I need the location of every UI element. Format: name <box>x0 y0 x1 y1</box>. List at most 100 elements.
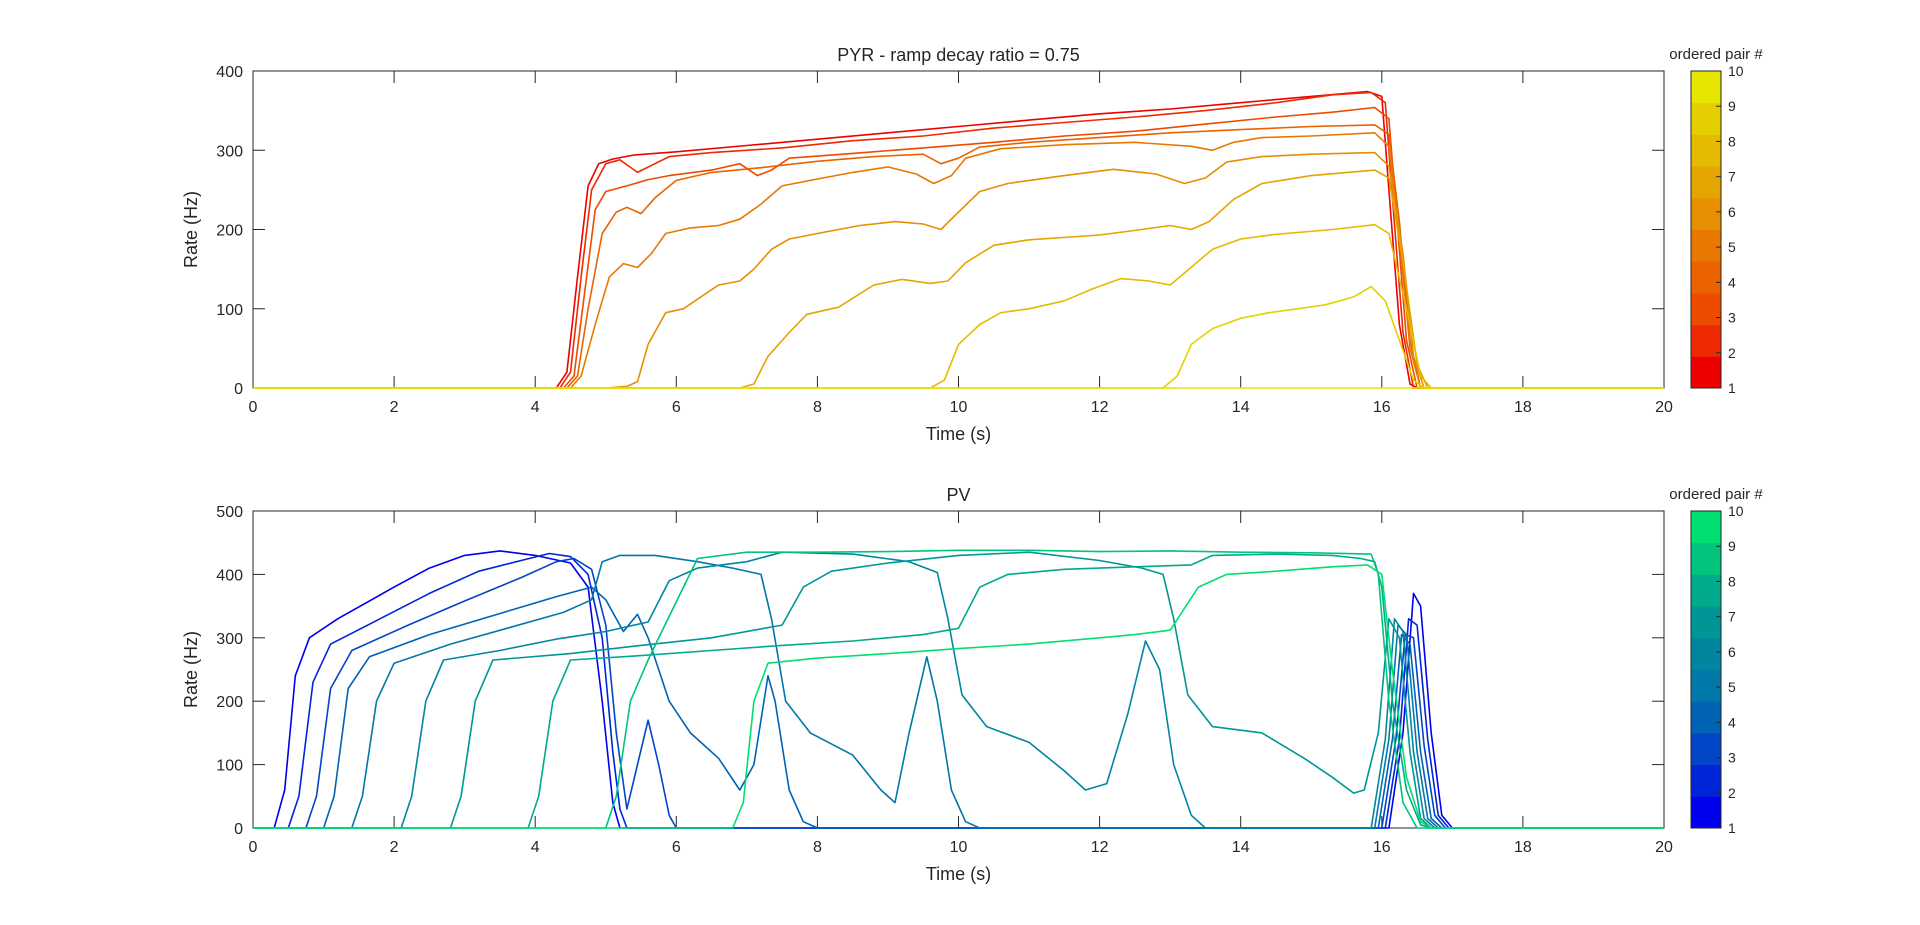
colorbar-segment <box>1691 574 1721 607</box>
plot-area-frame <box>252 70 1665 389</box>
colorbar-tick-label: 7 <box>1728 169 1736 185</box>
colorbar-tick-label: 9 <box>1728 538 1736 554</box>
x-tick-label: 12 <box>1091 839 1109 856</box>
y-tick-label: 400 <box>216 64 243 81</box>
colorbar-segment <box>1691 102 1721 135</box>
y-tick-label: 0 <box>234 381 243 398</box>
colorbar-segment <box>1691 701 1721 734</box>
x-tick-label: 0 <box>249 399 258 416</box>
series-line-2 <box>253 91 1664 389</box>
y-tick-label: 0 <box>234 821 243 838</box>
colorbar-title: ordered pair # <box>1669 486 1763 503</box>
colorbar-segment <box>1691 134 1721 167</box>
series-line-3 <box>253 106 1664 389</box>
series-line-1 <box>253 90 1664 389</box>
y-tick-label: 100 <box>216 758 243 775</box>
colorbar-segment <box>1691 796 1721 829</box>
y-axis-label: Rate (Hz) <box>181 631 201 708</box>
x-tick-label: 4 <box>531 399 540 416</box>
x-tick-label: 0 <box>249 839 258 856</box>
series-line-7 <box>253 169 1664 389</box>
colorbar-tick-label: 7 <box>1728 609 1736 625</box>
x-tick-label: 14 <box>1232 399 1250 416</box>
x-tick-label: 8 <box>813 839 822 856</box>
colorbar-segment <box>1691 637 1721 670</box>
chart-title: PV <box>946 485 970 505</box>
series-line-6 <box>253 151 1664 389</box>
x-tick-label: 18 <box>1514 399 1532 416</box>
plot-area-frame <box>252 510 1665 829</box>
y-tick-label: 300 <box>216 143 243 160</box>
series-line-9 <box>253 549 1664 829</box>
x-tick-label: 2 <box>390 839 399 856</box>
series-line-10 <box>253 564 1664 829</box>
chart-title: PYR - ramp decay ratio = 0.75 <box>837 45 1080 65</box>
colorbar-segment <box>1691 71 1721 104</box>
x-tick-label: 6 <box>672 839 681 856</box>
x-tick-label: 6 <box>672 399 681 416</box>
colorbar-frame <box>1690 70 1722 389</box>
x-axis-label: Time (s) <box>926 864 991 884</box>
series-line-9 <box>253 285 1664 389</box>
x-tick-label: 2 <box>390 399 399 416</box>
colorbar-tick-label: 1 <box>1728 820 1736 836</box>
colorbar-segment <box>1691 261 1721 294</box>
x-tick-label: 18 <box>1514 839 1532 856</box>
colorbar-segment <box>1691 197 1721 230</box>
series-line-4 <box>253 124 1664 389</box>
colorbar-tick-label: 3 <box>1728 750 1736 766</box>
colorbar-tick-label: 1 <box>1728 380 1736 396</box>
colorbar-tick-label: 10 <box>1728 63 1744 79</box>
colorbar-segment <box>1691 764 1721 797</box>
series-line-5 <box>253 132 1664 389</box>
colorbar-segment <box>1691 606 1721 639</box>
colorbar-tick-label: 2 <box>1728 345 1736 361</box>
colorbar-segment <box>1691 542 1721 575</box>
y-tick-label: 300 <box>216 631 243 648</box>
series-group <box>253 549 1664 829</box>
x-tick-label: 10 <box>950 839 968 856</box>
colorbar-segment <box>1691 732 1721 766</box>
colorbar-segment <box>1691 356 1721 389</box>
x-tick-label: 20 <box>1655 399 1673 416</box>
colorbar-segment <box>1691 229 1721 262</box>
colorbar-tick-label: 5 <box>1728 239 1736 255</box>
colorbar-tick-label: 9 <box>1728 98 1736 114</box>
x-tick-label: 12 <box>1091 399 1109 416</box>
x-tick-label: 10 <box>950 399 968 416</box>
colorbar-tick-label: 4 <box>1728 714 1736 730</box>
colorbar-tick-label: 8 <box>1728 133 1736 149</box>
colorbar-tick-label: 5 <box>1728 679 1736 695</box>
y-tick-label: 100 <box>216 302 243 319</box>
x-tick-label: 8 <box>813 399 822 416</box>
series-line-8 <box>253 223 1664 389</box>
y-tick-label: 400 <box>216 567 243 584</box>
colorbar-tick-label: 4 <box>1728 274 1736 290</box>
chart-panel-pv: 0 2 4 6 8 10 12 14 16 18 200100200300400500PVTime … <box>181 485 1763 884</box>
series-line-5 <box>253 554 1664 829</box>
x-tick-label: 20 <box>1655 839 1673 856</box>
colorbar-tick-label: 2 <box>1728 785 1736 801</box>
series-line-2 <box>253 552 1664 829</box>
colorbar-tick-label: 6 <box>1728 644 1736 660</box>
colorbar-segment <box>1691 324 1721 357</box>
series-group <box>253 90 1664 389</box>
series-line-3 <box>253 557 1664 829</box>
x-tick-label: 16 <box>1373 839 1391 856</box>
y-tick-label: 500 <box>216 504 243 521</box>
x-axis-label: Time (s) <box>926 424 991 444</box>
colorbar-segment <box>1691 669 1721 702</box>
x-tick-label: 16 <box>1373 399 1391 416</box>
colorbar-frame <box>1690 510 1722 829</box>
colorbar-title: ordered pair # <box>1669 46 1763 63</box>
colorbar-tick-label: 8 <box>1728 573 1736 589</box>
colorbar-tick-label: 6 <box>1728 204 1736 220</box>
y-tick-label: 200 <box>216 223 243 240</box>
colorbar-segment <box>1691 292 1721 326</box>
y-tick-label: 200 <box>216 694 243 711</box>
x-tick-label: 4 <box>531 839 540 856</box>
